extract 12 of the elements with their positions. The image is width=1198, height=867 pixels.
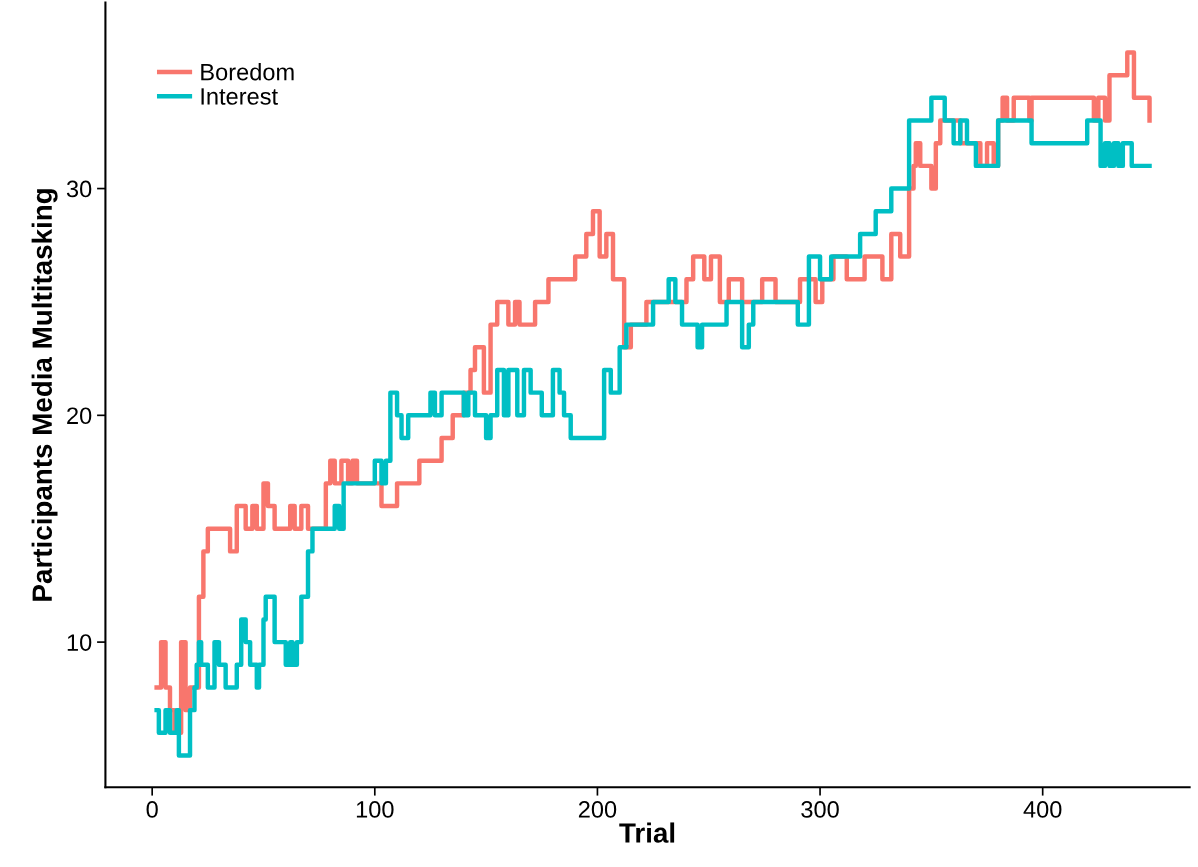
y-tick-label: 30 xyxy=(66,180,92,198)
x-tick-label: 100 xyxy=(356,801,394,818)
y-axis-title: Participants Media Multitasking xyxy=(31,189,58,601)
x-tick-label: 400 xyxy=(1023,801,1062,818)
y-tick-label: 10 xyxy=(67,634,92,651)
legend-label: Boredom xyxy=(201,63,294,81)
x-axis-title: Trial xyxy=(619,822,675,843)
x-tick-label: 0 xyxy=(146,801,158,818)
x-tick-label: 300 xyxy=(801,801,839,818)
y-tick-label: 20 xyxy=(67,407,92,425)
legend-label: Interest xyxy=(201,88,278,105)
x-tick-label: 200 xyxy=(578,801,617,818)
